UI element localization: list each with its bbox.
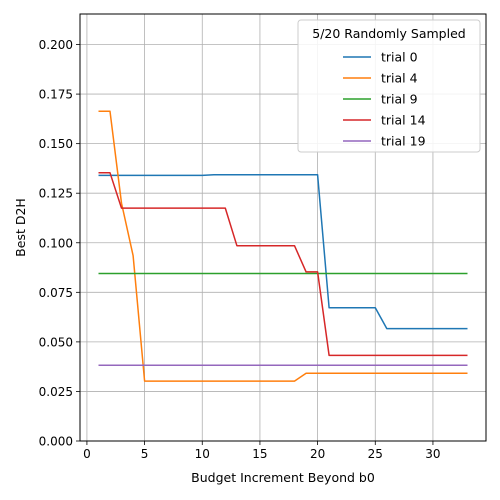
x-tick-label: 0 <box>83 447 91 461</box>
series-line-trial-4 <box>98 110 468 382</box>
legend-label-trial-14: trial 14 <box>381 113 426 128</box>
y-tick-label: 0.000 <box>39 435 73 449</box>
y-tick-label: 0.175 <box>39 88 73 102</box>
series-line-trial-14 <box>98 172 468 357</box>
legend-label-trial-4: trial 4 <box>381 71 418 86</box>
x-tick-label: 25 <box>368 447 383 461</box>
y-tick-label: 0.125 <box>39 187 73 201</box>
x-tick-label: 5 <box>141 447 149 461</box>
x-tick-label: 10 <box>195 447 210 461</box>
x-axis-label: Budget Increment Beyond b0 <box>191 470 375 485</box>
x-axis-ticks: 0 5 10 15 20 25 30 <box>83 441 441 461</box>
legend-label-trial-9: trial 9 <box>381 92 418 107</box>
y-axis-ticks: 0.000 0.025 0.050 0.075 0.100 0.125 0.150 0.175… <box>39 38 80 449</box>
x-tick-label: 20 <box>310 447 325 461</box>
y-tick-label: 0.050 <box>39 335 73 349</box>
legend-box <box>297 19 481 153</box>
x-tick-label: 15 <box>252 447 267 461</box>
legend-label-trial-19: trial 19 <box>381 134 426 149</box>
y-tick-label: 0.025 <box>39 385 73 399</box>
y-tick-label: 0.150 <box>39 137 73 151</box>
y-axis-label: Best D2H <box>13 198 28 257</box>
legend-entries: trial 0 trial 4 trial 9 trial 14 trial 19 <box>343 50 426 149</box>
legend-title: 5/20 Randomly Sampled <box>312 26 465 41</box>
legend-label-trial-0: trial 0 <box>381 50 418 65</box>
series-lines <box>98 110 468 382</box>
plot-frame <box>79 13 487 442</box>
x-tick-label: 30 <box>425 447 440 461</box>
y-tick-label: 0.075 <box>39 286 73 300</box>
series-line-trial-0 <box>98 174 468 330</box>
y-tick-label: 0.100 <box>39 236 73 250</box>
y-tick-label: 0.200 <box>39 38 73 52</box>
